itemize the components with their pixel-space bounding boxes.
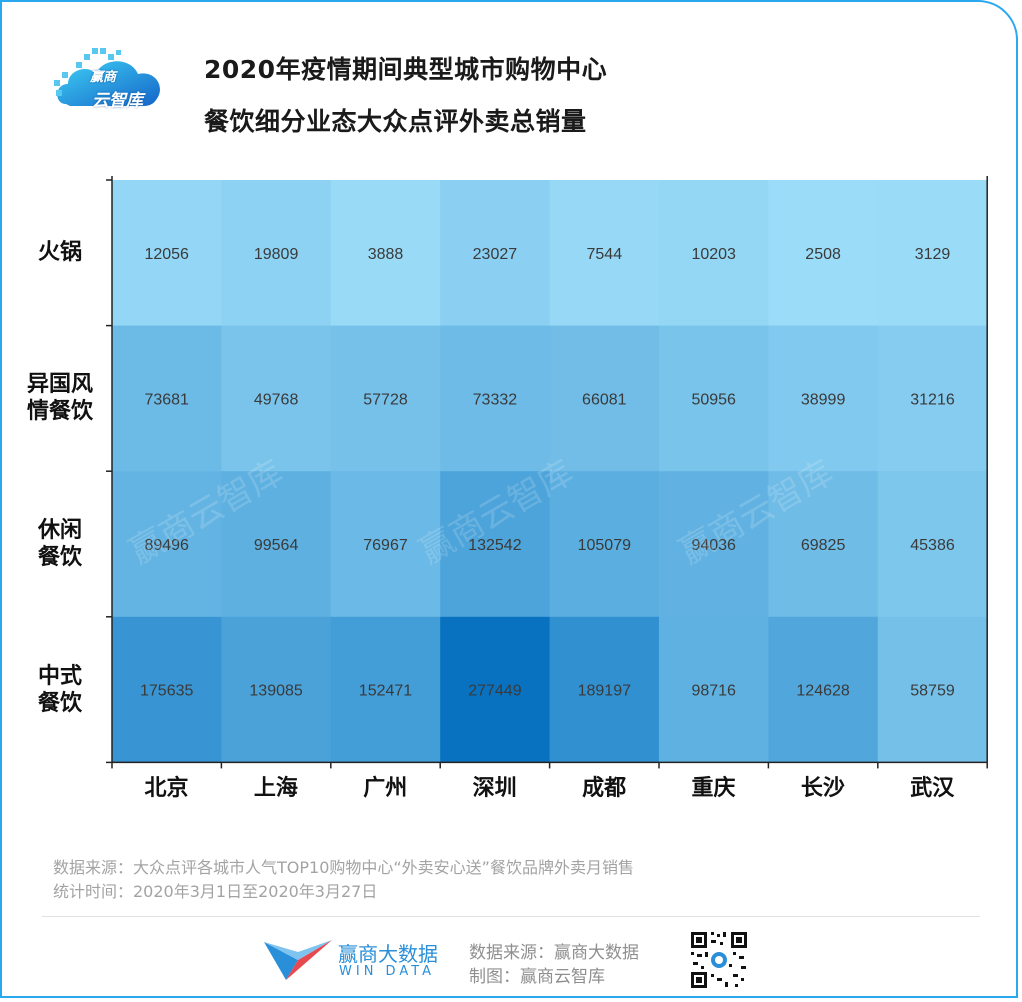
yingshang-cloud-logo-icon bbox=[54, 48, 160, 106]
cell-value-label: 73332 bbox=[473, 391, 518, 408]
cell-value-label: 2508 bbox=[805, 246, 841, 263]
cell-value-label: 189197 bbox=[578, 683, 631, 700]
heatmap-cell bbox=[112, 180, 222, 327]
cell-value-label: 76967 bbox=[363, 537, 408, 554]
cell-value-label: 50956 bbox=[691, 391, 736, 408]
chart-title-line2: 餐饮细分业态大众点评外卖总销量 bbox=[204, 107, 587, 136]
y-tick-label-line: 中式 bbox=[37, 663, 82, 689]
cell-value-label: 10203 bbox=[691, 246, 736, 263]
credit-data-source: 数据来源：赢商大数据 bbox=[469, 943, 639, 963]
cell-value-label: 105079 bbox=[578, 537, 631, 554]
cell-value-label: 23027 bbox=[473, 246, 518, 263]
y-tick-label: 休闲 餐饮 bbox=[10, 517, 110, 571]
heatmap-cell bbox=[877, 471, 988, 618]
heatmap-cell bbox=[549, 325, 660, 472]
heatmap-cell bbox=[440, 616, 551, 763]
heatmap-cell bbox=[330, 616, 441, 763]
y-tick-label-line: 休闲 bbox=[37, 518, 82, 543]
cell-value-label: 69825 bbox=[801, 537, 846, 554]
heatmap-cell bbox=[330, 325, 441, 472]
heatmap-cell bbox=[440, 471, 551, 618]
heatmap-cell bbox=[768, 325, 879, 472]
cell-value-label: 124628 bbox=[796, 683, 849, 700]
credit-chart-maker: 制图：赢商云智库 bbox=[469, 967, 605, 987]
cell-value-label: 3129 bbox=[915, 246, 951, 263]
cell-value-label: 277449 bbox=[468, 683, 521, 700]
logo-text-line2: 云智库 bbox=[92, 91, 143, 111]
brand-name: 赢商大数据 bbox=[338, 942, 438, 966]
heatmap-cell bbox=[768, 471, 879, 618]
cell-value-label: 49768 bbox=[254, 391, 299, 408]
x-tick-label: 重庆 bbox=[691, 776, 736, 801]
cell-value-label: 57728 bbox=[363, 391, 408, 408]
y-tick-label: 火锅 bbox=[10, 239, 110, 266]
chart-title-line1: 2020年疫情期间典型城市购物中心 bbox=[204, 55, 608, 84]
cell-value-label: 175635 bbox=[140, 683, 193, 700]
qr-code-icon bbox=[689, 930, 749, 990]
heatmap-cell bbox=[330, 471, 441, 618]
cell-value-label: 7544 bbox=[587, 246, 623, 263]
x-tick-label: 深圳 bbox=[472, 776, 517, 801]
cell-value-label: 94036 bbox=[691, 537, 736, 554]
heatmap-cell bbox=[221, 471, 332, 618]
heatmap-cell bbox=[549, 471, 660, 618]
heatmap-cell bbox=[221, 616, 332, 763]
cell-value-label: 98716 bbox=[691, 683, 736, 700]
y-tick-label: 异国风 情餐饮 bbox=[10, 371, 110, 425]
logo-text-line1: 赢商 bbox=[90, 70, 117, 85]
cell-value-label: 132542 bbox=[468, 537, 521, 554]
y-tick-label-line: 火锅 bbox=[37, 240, 82, 266]
cell-value-label: 31216 bbox=[910, 391, 955, 408]
cell-value-label: 152471 bbox=[359, 683, 412, 700]
heatmap-cell bbox=[112, 616, 222, 763]
cell-value-label: 12056 bbox=[144, 246, 189, 263]
heatmap-cell bbox=[877, 616, 988, 763]
x-tick-label: 广州 bbox=[363, 776, 408, 801]
heatmap-cell bbox=[549, 616, 660, 763]
y-tick-label-line: 情餐饮 bbox=[26, 399, 93, 425]
footer-divider bbox=[42, 916, 980, 917]
cell-value-label: 139085 bbox=[249, 683, 302, 700]
heatmap-chart: 12056 19809 3888 23027 7544 10203 2508 3129 7368… bbox=[106, 176, 988, 769]
heatmap-cell bbox=[549, 180, 660, 327]
heatmap-cell bbox=[440, 180, 551, 327]
x-tick-label: 武汉 bbox=[910, 776, 955, 801]
x-tick-label: 北京 bbox=[144, 776, 189, 801]
heatmap-cell bbox=[112, 471, 222, 618]
heatmap-cell bbox=[112, 325, 222, 472]
heatmap-cell bbox=[877, 180, 988, 327]
cell-value-label: 89496 bbox=[144, 537, 189, 554]
y-tick-label-line: 餐饮 bbox=[37, 690, 82, 716]
heatmap-cell bbox=[768, 616, 879, 763]
heatmap-cell bbox=[659, 325, 769, 472]
cell-value-label: 99564 bbox=[254, 537, 299, 554]
heatmap-cell bbox=[659, 616, 769, 763]
heatmap-cell bbox=[221, 325, 332, 472]
heatmap-cell bbox=[768, 180, 879, 327]
heatmap-cell bbox=[440, 325, 551, 472]
heatmap-cell bbox=[659, 471, 769, 618]
x-tick-label: 成都 bbox=[582, 776, 627, 801]
heatmap-cell bbox=[659, 180, 769, 327]
heatmap-cell bbox=[330, 180, 441, 327]
statistics-period-note: 统计时间：2020年3月1日至2020年3月27日 bbox=[53, 882, 378, 901]
cell-value-label: 45386 bbox=[910, 537, 955, 554]
cell-value-label: 66081 bbox=[582, 391, 627, 408]
x-tick-label: 长沙 bbox=[800, 776, 845, 801]
data-source-note: 数据来源：大众点评各城市人气TOP10购物中心“外卖安心送”餐饮品牌外卖月销售 bbox=[53, 858, 634, 877]
heatmap-cell bbox=[877, 325, 988, 472]
heatmap-cell bbox=[221, 180, 332, 327]
cell-value-label: 73681 bbox=[144, 391, 189, 408]
y-tick-label: 中式 餐饮 bbox=[10, 663, 110, 717]
cell-value-label: 3888 bbox=[368, 246, 404, 263]
y-tick-label-line: 餐饮 bbox=[37, 545, 82, 570]
cell-value-label: 58759 bbox=[910, 683, 955, 700]
brand-subtitle: WIN DATA bbox=[339, 964, 436, 979]
cell-value-label: 19809 bbox=[254, 246, 299, 263]
windata-logo-icon bbox=[264, 940, 332, 980]
x-tick-label: 上海 bbox=[253, 776, 298, 801]
cell-value-label: 38999 bbox=[801, 391, 846, 408]
y-tick-label-line: 异国风 bbox=[26, 372, 93, 398]
